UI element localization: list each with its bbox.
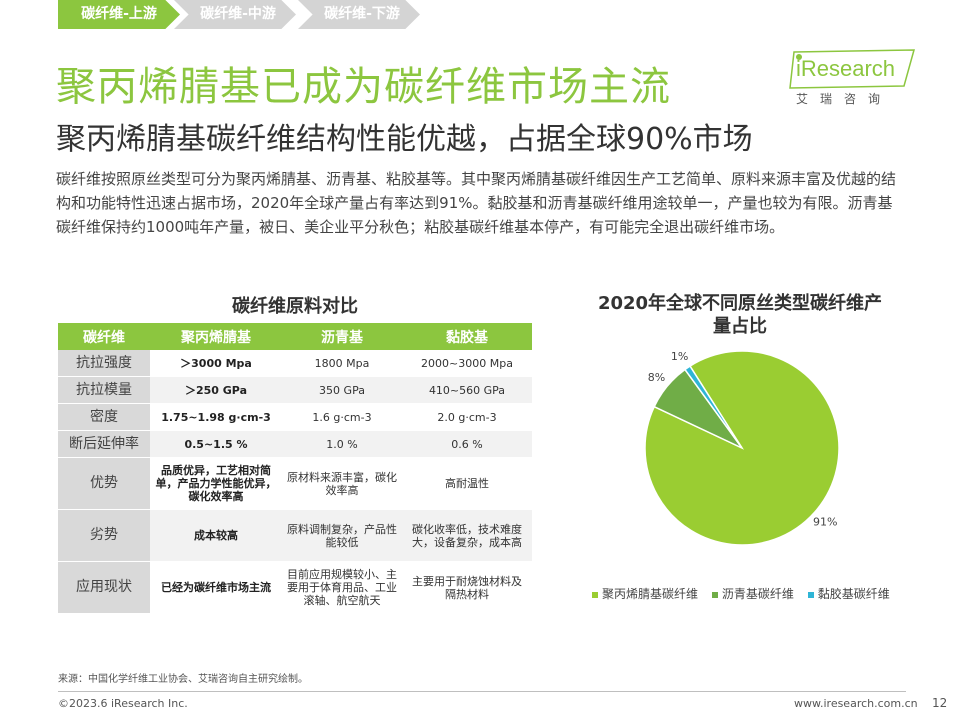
legend-label: 沥青基碳纤维	[721, 587, 794, 601]
table-cell: 高耐温性	[402, 457, 532, 510]
legend-item: 沥青基碳纤维	[711, 585, 794, 602]
table-row: 抗拉强度 ＞3000 Mpa 1800 Mpa 2000~3000 Mpa	[58, 350, 532, 377]
table-cell: 0.6 %	[402, 430, 532, 458]
table-cell: 原料调制复杂，产品性能较低	[282, 509, 402, 562]
row-header: 断后延伸率	[58, 430, 150, 458]
table-cell: 410~560 GPa	[402, 376, 532, 404]
logo-shape-icon	[789, 49, 915, 89]
breadcrumb-midstream[interactable]: 碳纤维-中游	[174, 0, 296, 29]
table-cell: 0.5~1.5 %	[150, 430, 282, 458]
row-header: 密度	[58, 403, 150, 431]
pie-data-label: 91%	[813, 515, 837, 528]
table-title: 碳纤维原料对比	[232, 296, 358, 317]
table-header-row: 碳纤维 聚丙烯腈基 沥青基 黏胶基	[58, 323, 532, 350]
page-subtitle: 聚丙烯腈基碳纤维结构性能优越，占据全球90%市场	[56, 122, 753, 157]
pie-chart: 91% 8% 1%	[644, 350, 840, 546]
table-cell: ＞3000 Mpa	[150, 350, 282, 377]
comparison-table: 碳纤维 聚丙烯腈基 沥青基 黏胶基 抗拉强度 ＞3000 Mpa 1800 Mp…	[58, 323, 532, 614]
breadcrumb-downstream[interactable]: 碳纤维-下游	[298, 0, 420, 29]
pie-slice-viscose	[683, 365, 743, 449]
page-title: 聚丙烯腈基已成为碳纤维市场主流	[56, 64, 671, 110]
table-row: 密度 1.75~1.98 g·cm-3 1.6 g·cm-3 2.0 g·cm-…	[58, 403, 532, 431]
table-cell: 原材料来源丰富，碳化效率高	[282, 457, 402, 510]
footer-divider	[58, 691, 906, 692]
legend-item: 聚丙烯腈基碳纤维	[592, 585, 698, 602]
legend-swatch-icon	[807, 591, 814, 598]
table-cell: 已经为碳纤维市场主流	[150, 561, 282, 614]
table-cell: 碳化收率低，技术难度大，设备复杂，成本高	[402, 509, 532, 562]
legend-label: 聚丙烯腈基碳纤维	[602, 587, 699, 601]
website-link[interactable]: www.iresearch.com.cn	[794, 697, 918, 710]
pie-data-label: 8%	[648, 371, 665, 384]
table-cell: 1.6 g·cm-3	[282, 403, 402, 431]
table-cell: 1.0 %	[282, 430, 402, 458]
chart-title: 2020年全球不同原丝类型碳纤维产量占比	[597, 293, 883, 337]
table-cell: 2.0 g·cm-3	[402, 403, 532, 431]
row-header: 抗拉模量	[58, 376, 150, 404]
logo-subtitle: 艾瑞咨询	[796, 92, 893, 106]
table-row: 劣势 成本较高 原料调制复杂，产品性能较低 碳化收率低，技术难度大，设备复杂，成…	[58, 509, 532, 562]
iresearch-logo: iResearch 艾瑞咨询	[776, 44, 926, 108]
breadcrumb-upstream[interactable]: 碳纤维-上游	[58, 0, 180, 29]
table-cell: 目前应用规模较小、主要用于体育用品、工业滚轴、航空航天	[282, 561, 402, 614]
page-number: 12	[932, 696, 948, 710]
source-note: 来源：中国化学纤维工业协会、艾瑞咨询自主研究绘制。	[58, 674, 308, 685]
table-row: 应用现状 已经为碳纤维市场主流 目前应用规模较小、主要用于体育用品、工业滚轴、航…	[58, 561, 532, 614]
legend-label: 黏胶基碳纤维	[817, 587, 890, 601]
table-header: 黏胶基	[402, 323, 532, 350]
row-header: 劣势	[58, 509, 150, 562]
table-cell: 主要用于耐烧蚀材料及隔热材料	[402, 561, 532, 614]
table-cell: 成本较高	[150, 509, 282, 562]
copyright: ©2023.6 iResearch Inc.	[58, 697, 188, 710]
table-row: 优势 品质优异，工艺相对简单，产品力学性能优异，碳化效率高 原材料来源丰富，碳化…	[58, 457, 532, 510]
intro-paragraph: 碳纤维按照原丝类型可分为聚丙烯腈基、沥青基、粘胶基等。其中聚丙烯腈基碳纤维因生产…	[56, 170, 897, 236]
table-cell: 1800 Mpa	[282, 350, 402, 377]
table-cell: 1.75~1.98 g·cm-3	[150, 403, 282, 431]
chart-legend: 聚丙烯腈基碳纤维 沥青基碳纤维 黏胶基碳纤维	[592, 585, 912, 605]
table-header: 聚丙烯腈基	[150, 323, 282, 350]
legend-swatch-icon	[711, 591, 718, 598]
table-cell: 350 GPa	[282, 376, 402, 404]
row-header: 抗拉强度	[58, 350, 150, 377]
table-row: 抗拉模量 ＞250 GPa 350 GPa 410~560 GPa	[58, 376, 532, 404]
row-header: 优势	[58, 457, 150, 510]
table-cell: 2000~3000 Mpa	[402, 350, 532, 377]
table-header: 碳纤维	[58, 323, 150, 350]
table-row: 断后延伸率 0.5~1.5 % 1.0 % 0.6 %	[58, 430, 532, 458]
legend-swatch-icon	[592, 591, 598, 598]
breadcrumb: 碳纤维-上游 碳纤维-中游 碳纤维-下游	[58, 0, 438, 29]
row-header: 应用现状	[58, 561, 150, 614]
logo-wordmark: iResearch	[796, 56, 896, 81]
table-cell: 品质优异，工艺相对简单，产品力学性能优异，碳化效率高	[150, 457, 282, 510]
pie-data-label: 1%	[671, 350, 688, 363]
table-cell: ＞250 GPa	[150, 376, 282, 404]
legend-item: 黏胶基碳纤维	[807, 585, 890, 602]
table-header: 沥青基	[282, 323, 402, 350]
